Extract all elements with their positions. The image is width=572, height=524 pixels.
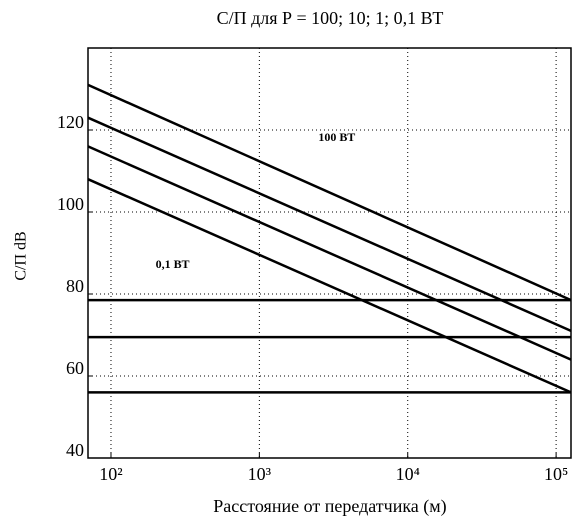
series-line: [87, 178, 572, 394]
chart-title: С/П для Р = 100; 10; 1; 0,1 ВТ: [217, 8, 444, 28]
series-line: [87, 83, 572, 302]
y-tick-label: 60: [66, 358, 84, 378]
y-tick-label: 120: [57, 112, 84, 132]
y-tick-label: 40: [66, 440, 84, 460]
annotation: 0,1 ВТ: [156, 257, 190, 271]
y-tick-label: 80: [66, 276, 84, 296]
x-tick-label: 10⁴: [396, 464, 420, 484]
series-line: [87, 145, 572, 361]
x-tick-label: 10⁵: [544, 464, 568, 484]
x-axis-label: Расстояние от передатчика (м): [213, 496, 446, 517]
y-tick-label: 100: [57, 194, 84, 214]
series-line: [87, 116, 572, 333]
x-tick-label: 10²: [99, 464, 122, 484]
annotation: 100 ВТ: [318, 130, 355, 144]
plot-frame: [87, 47, 572, 459]
x-tick-label: 10³: [248, 464, 272, 484]
y-axis-label: С/П dB: [13, 231, 30, 280]
